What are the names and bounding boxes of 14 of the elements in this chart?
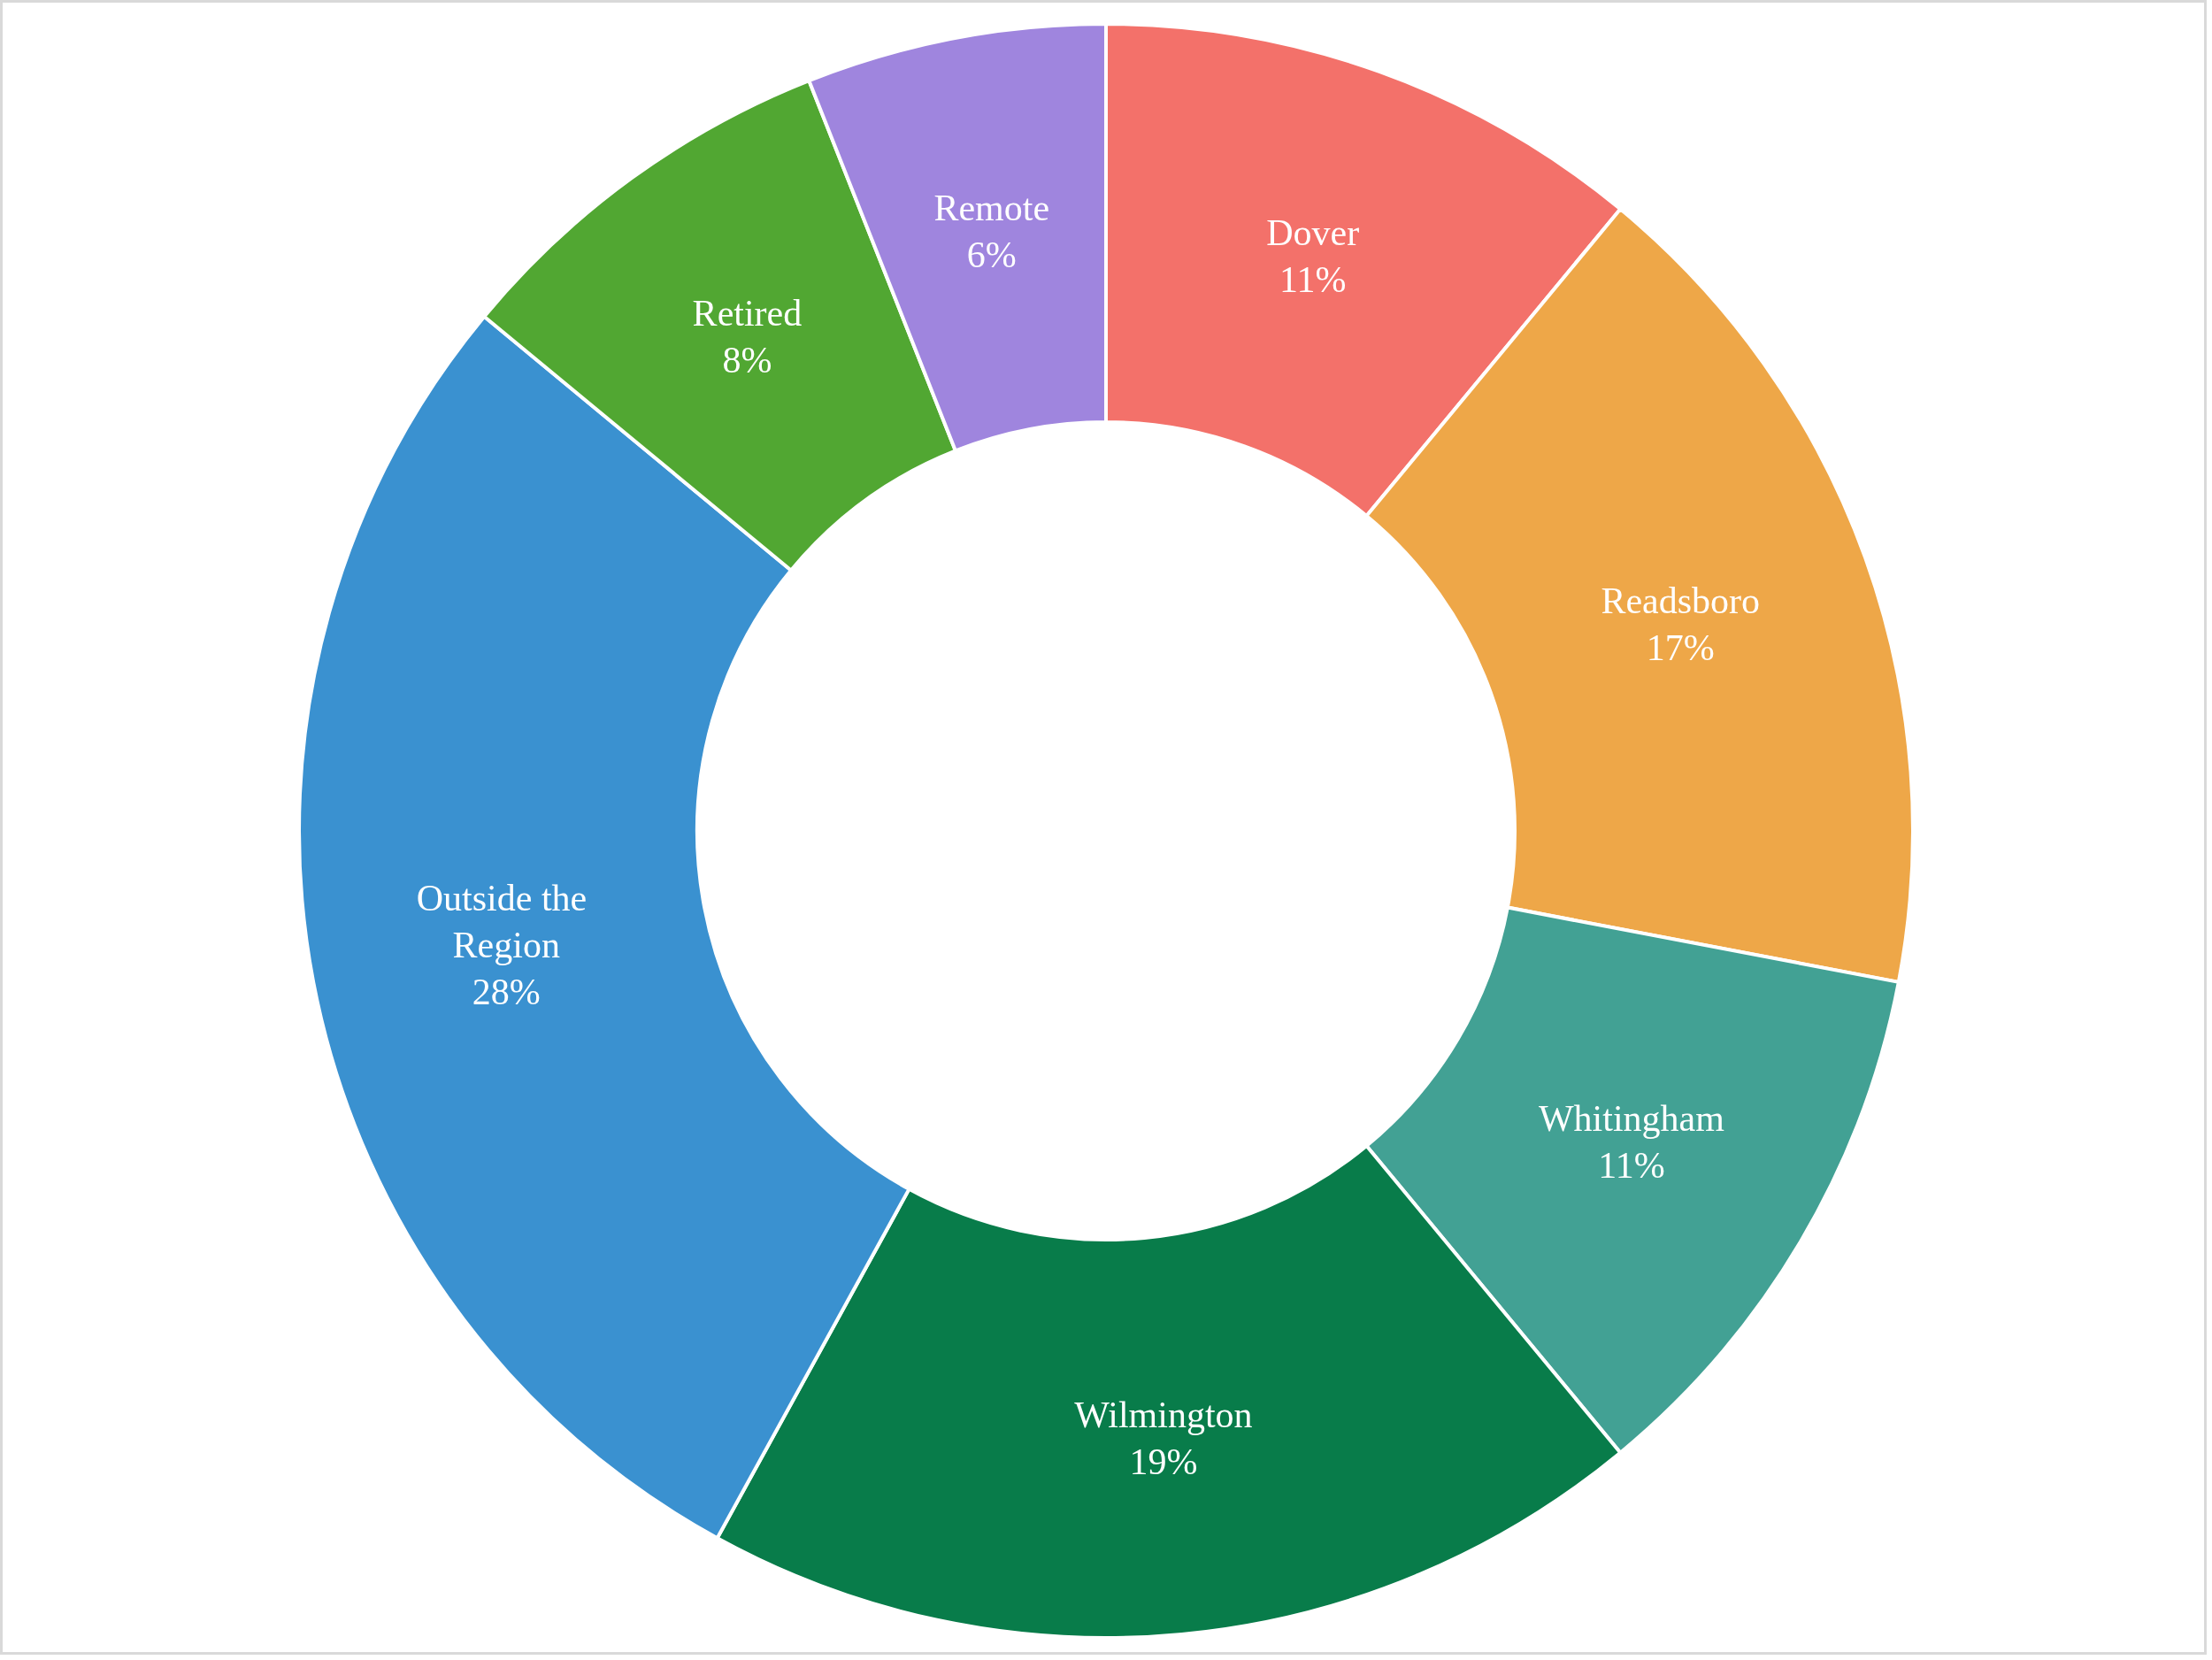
slice-label: Remote <box>933 187 1050 228</box>
slice-label: Wilmington <box>1074 1395 1253 1436</box>
data-label: 17% <box>1646 626 1715 668</box>
data-label: 6% <box>966 234 1017 275</box>
slice-label: Retired <box>692 293 803 334</box>
data-label: 8% <box>722 340 772 381</box>
data-label: 11% <box>1279 259 1347 301</box>
slice-label: Readsboro <box>1601 580 1761 621</box>
data-label: 11% <box>1598 1144 1665 1186</box>
slice-label: Whitingham <box>1538 1097 1725 1139</box>
slice-label: Outside the Region <box>416 878 596 966</box>
data-label: 19% <box>1129 1441 1198 1483</box>
slice-label: Dover <box>1266 212 1360 254</box>
data-label: 28% <box>472 972 541 1013</box>
